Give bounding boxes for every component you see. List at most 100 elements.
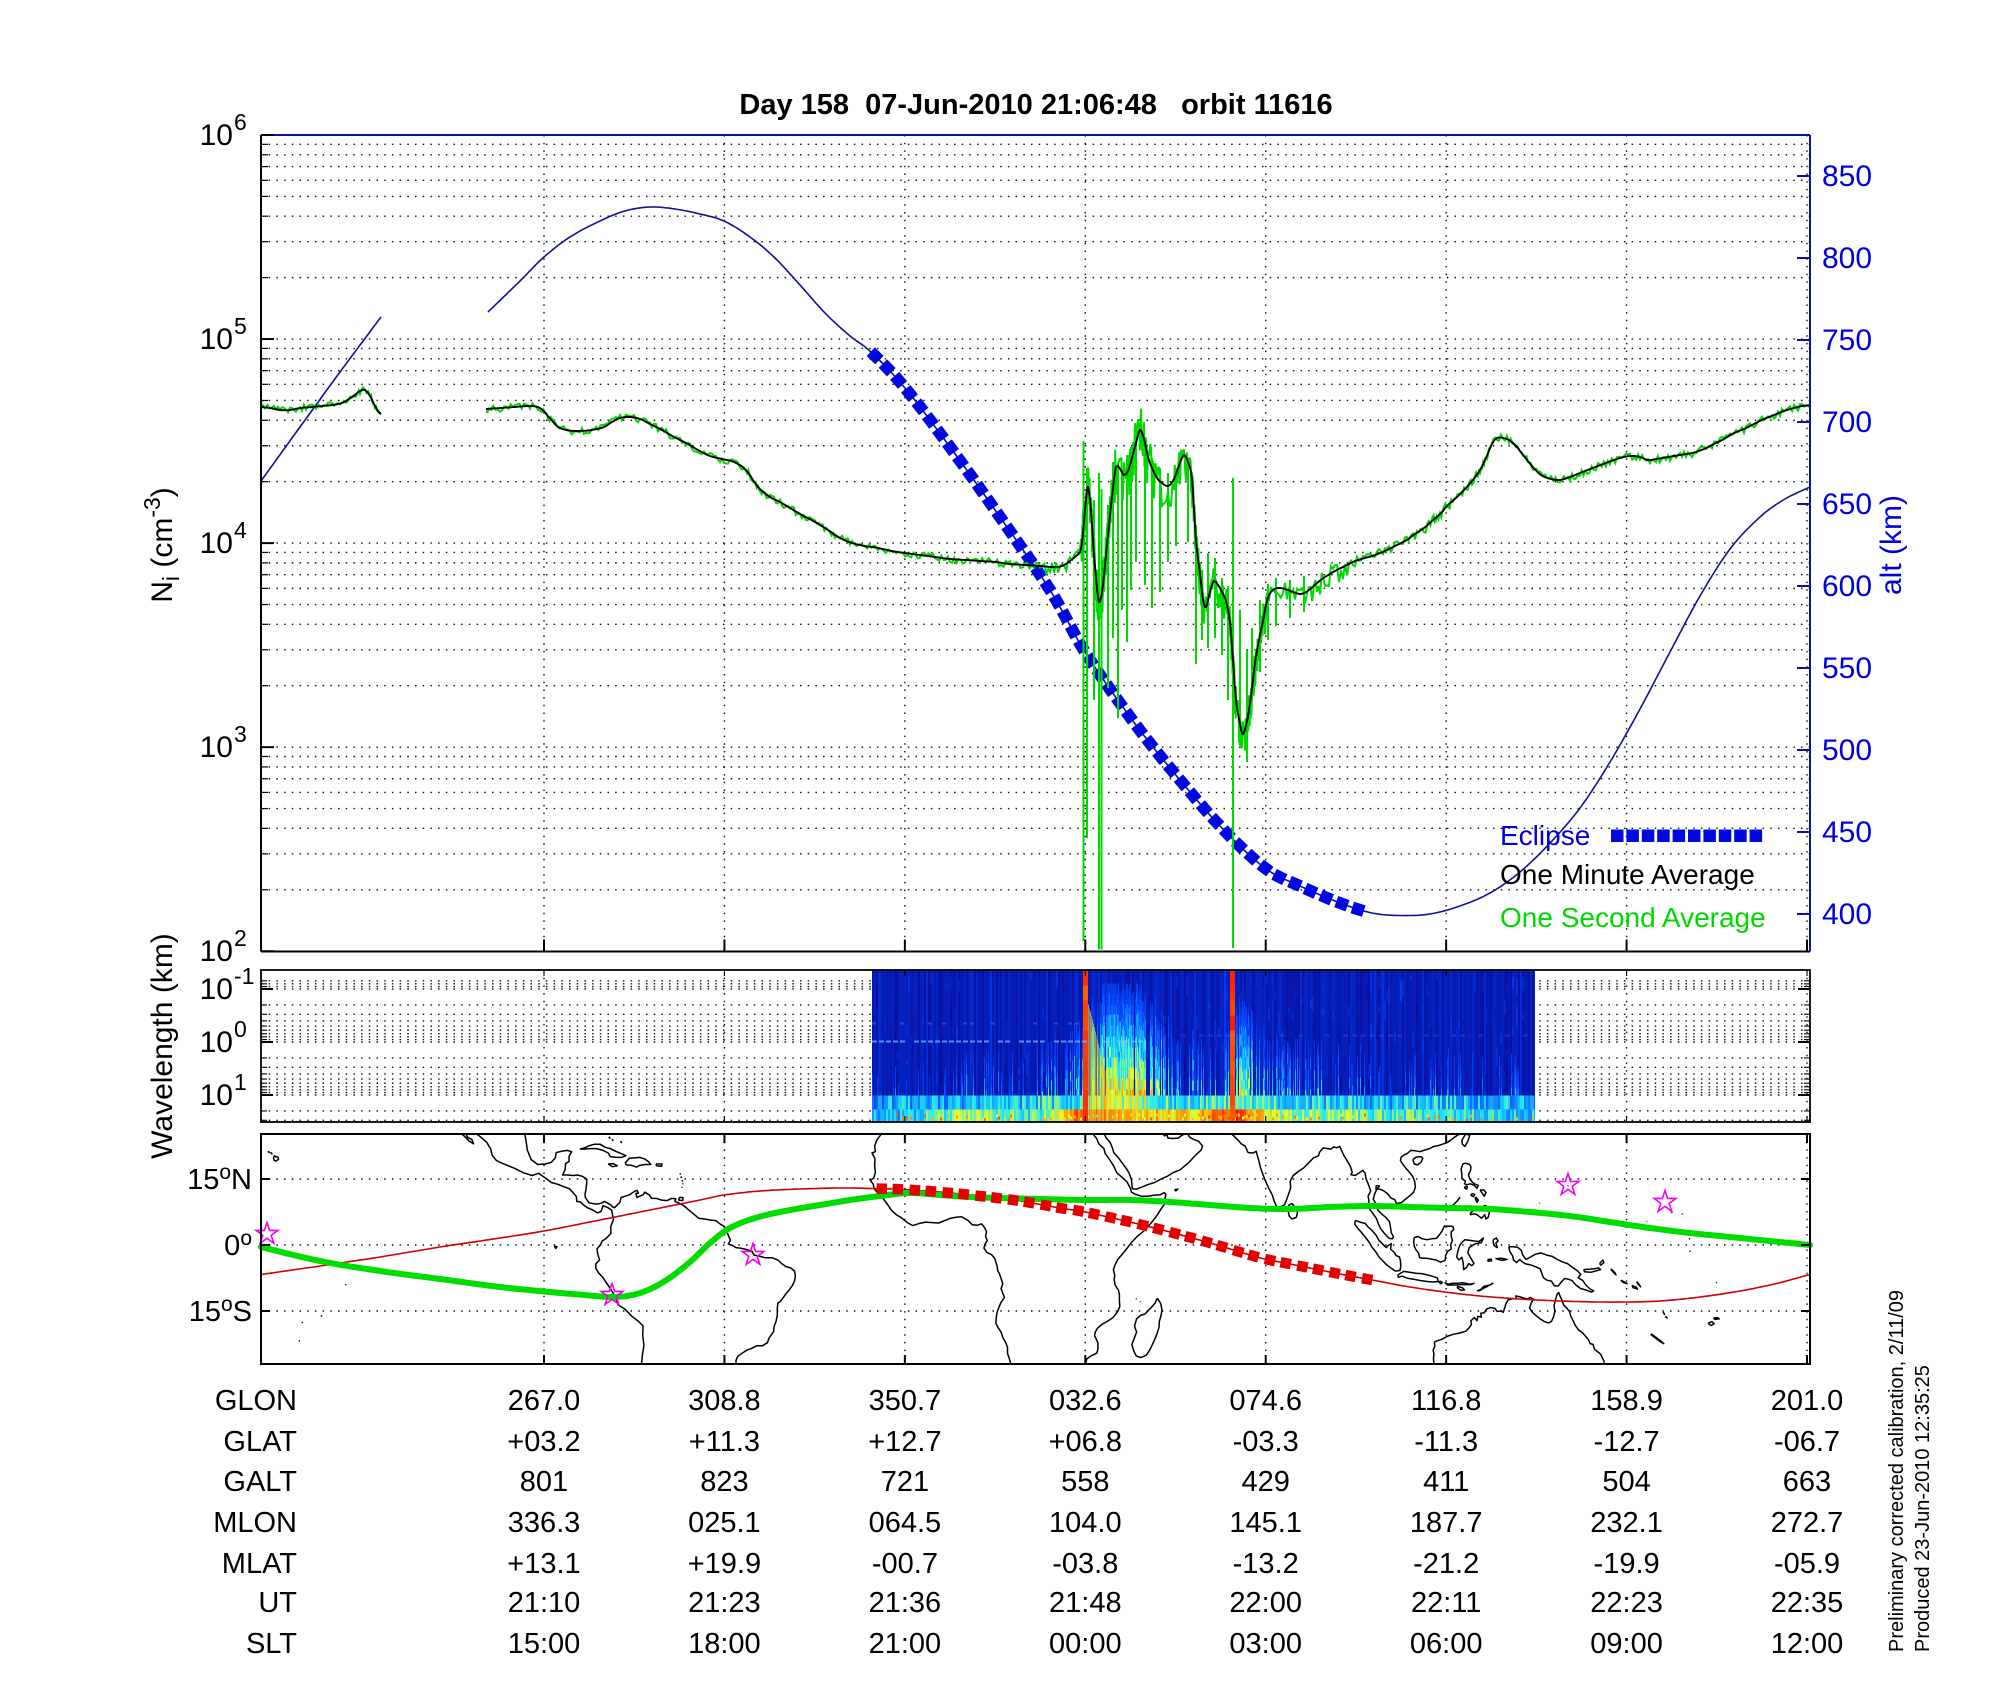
svg-text:21:48: 21:48 (1049, 1587, 1122, 1619)
svg-text:-06.7: -06.7 (1774, 1426, 1840, 1458)
svg-text:064.5: 064.5 (869, 1507, 942, 1539)
svg-text:One Minute Average: One Minute Average (1500, 859, 1755, 890)
svg-text:116.8: 116.8 (1411, 1385, 1481, 1417)
svg-text:145.1: 145.1 (1229, 1507, 1302, 1539)
svg-text:411: 411 (1423, 1466, 1469, 1498)
svg-text:-11.3: -11.3 (1414, 1426, 1478, 1458)
svg-text:-21.2: -21.2 (1413, 1548, 1479, 1580)
svg-text:-13.2: -13.2 (1233, 1548, 1299, 1580)
svg-text:600: 600 (1822, 570, 1872, 603)
svg-text:336.3: 336.3 (508, 1507, 581, 1539)
svg-text:GLAT: GLAT (223, 1426, 297, 1458)
svg-text:10: 10 (200, 527, 233, 560)
svg-text:22:11: 22:11 (1411, 1587, 1481, 1619)
svg-text:201.0: 201.0 (1771, 1385, 1844, 1417)
svg-text:429: 429 (1242, 1466, 1290, 1498)
svg-text:+06.8: +06.8 (1049, 1426, 1122, 1458)
svg-text:550: 550 (1822, 652, 1872, 685)
svg-text:+03.2: +03.2 (507, 1426, 580, 1458)
svg-text:2: 2 (234, 925, 247, 951)
svg-text:-12.7: -12.7 (1594, 1426, 1660, 1458)
svg-text:One Second Average: One Second Average (1500, 902, 1766, 933)
svg-text:0: 0 (234, 1016, 247, 1042)
svg-text:10: 10 (200, 1079, 233, 1112)
svg-text:400: 400 (1822, 898, 1872, 931)
svg-text:Eclipse: Eclipse (1500, 820, 1590, 851)
svg-text:801: 801 (520, 1466, 568, 1498)
svg-text:21:10: 21:10 (508, 1587, 581, 1619)
svg-text:0o: 0o (224, 1227, 252, 1262)
svg-text:10: 10 (200, 935, 233, 968)
svg-text:21:00: 21:00 (869, 1628, 942, 1660)
svg-text:15:00: 15:00 (508, 1628, 581, 1660)
svg-text:MLON: MLON (213, 1507, 297, 1539)
svg-text:721: 721 (881, 1466, 929, 1498)
svg-text:GALT: GALT (223, 1466, 297, 1498)
svg-text:Day 158 07-Jun-2010 21:06:48: Day 158 07-Jun-2010 21:06:48 orbit 11616 (739, 89, 1332, 121)
svg-text:+19.9: +19.9 (688, 1548, 761, 1580)
svg-text:-19.9: -19.9 (1594, 1548, 1660, 1580)
svg-text:12:00: 12:00 (1771, 1628, 1844, 1660)
svg-text:-03.3: -03.3 (1233, 1426, 1299, 1458)
svg-text:10: 10 (200, 731, 233, 764)
svg-text:187.7: 187.7 (1410, 1507, 1483, 1539)
svg-text:00:00: 00:00 (1049, 1628, 1122, 1660)
svg-text:Preliminary corrected calibrat: Preliminary corrected calibration, 2/11/… (1886, 1290, 1908, 1652)
svg-text:232.1: 232.1 (1590, 1507, 1663, 1539)
svg-text:3: 3 (234, 721, 247, 747)
svg-text:158.9: 158.9 (1590, 1385, 1663, 1417)
svg-text:-00.7: -00.7 (872, 1548, 938, 1580)
svg-text:272.7: 272.7 (1771, 1507, 1844, 1539)
svg-text:SLT: SLT (246, 1628, 297, 1660)
svg-text:15oN: 15oN (187, 1161, 252, 1196)
svg-text:450: 450 (1822, 816, 1872, 849)
svg-text:15oS: 15oS (189, 1293, 252, 1328)
svg-text:06:00: 06:00 (1410, 1628, 1483, 1660)
svg-text:Produced 23-Jun-2010 12:35:25: Produced 23-Jun-2010 12:35:25 (1912, 1365, 1934, 1652)
svg-text:Ni (cm-3): Ni (cm-3) (139, 487, 184, 603)
svg-text:850: 850 (1822, 160, 1872, 193)
svg-text:267.0: 267.0 (508, 1385, 581, 1417)
svg-text:500: 500 (1822, 734, 1872, 767)
svg-text:032.6: 032.6 (1049, 1385, 1122, 1417)
svg-text:MLAT: MLAT (222, 1548, 297, 1580)
svg-text:21:36: 21:36 (869, 1587, 942, 1619)
svg-text:663: 663 (1783, 1466, 1831, 1498)
svg-text:+11.3: +11.3 (689, 1426, 760, 1458)
svg-text:-03.8: -03.8 (1052, 1548, 1118, 1580)
svg-text:03:00: 03:00 (1229, 1628, 1302, 1660)
svg-text:074.6: 074.6 (1229, 1385, 1302, 1417)
svg-text:-05.9: -05.9 (1774, 1548, 1840, 1580)
svg-text:504: 504 (1602, 1466, 1650, 1498)
svg-text:10: 10 (200, 1026, 233, 1059)
svg-text:alt (km): alt (km) (1875, 495, 1908, 595)
svg-text:1: 1 (234, 1069, 247, 1095)
svg-text:104.0: 104.0 (1049, 1507, 1122, 1539)
svg-text:Wavelength (km): Wavelength (km) (146, 933, 179, 1159)
svg-text:+13.1: +13.1 (507, 1548, 580, 1580)
svg-text:350.7: 350.7 (869, 1385, 942, 1417)
svg-text:308.8: 308.8 (688, 1385, 761, 1417)
svg-text:10: 10 (200, 323, 233, 356)
svg-text:18:00: 18:00 (688, 1628, 761, 1660)
svg-text:22:35: 22:35 (1771, 1587, 1844, 1619)
svg-text:558: 558 (1061, 1466, 1109, 1498)
svg-text:10: 10 (200, 119, 233, 152)
svg-text:6: 6 (234, 109, 247, 135)
svg-text:21:23: 21:23 (688, 1587, 761, 1619)
svg-text:823: 823 (700, 1466, 748, 1498)
svg-text:-1: -1 (234, 963, 254, 989)
svg-text:800: 800 (1822, 242, 1872, 275)
svg-text:22:00: 22:00 (1229, 1587, 1302, 1619)
svg-text:10: 10 (200, 973, 233, 1006)
svg-text:+12.7: +12.7 (868, 1426, 941, 1458)
svg-text:09:00: 09:00 (1590, 1628, 1663, 1660)
svg-text:025.1: 025.1 (688, 1507, 761, 1539)
svg-text:22:23: 22:23 (1590, 1587, 1663, 1619)
svg-text:GLON: GLON (215, 1385, 297, 1417)
svg-text:700: 700 (1822, 406, 1872, 439)
svg-text:4: 4 (234, 517, 247, 543)
svg-text:750: 750 (1822, 324, 1872, 357)
svg-text:5: 5 (234, 313, 247, 339)
svg-text:UT: UT (258, 1587, 297, 1619)
